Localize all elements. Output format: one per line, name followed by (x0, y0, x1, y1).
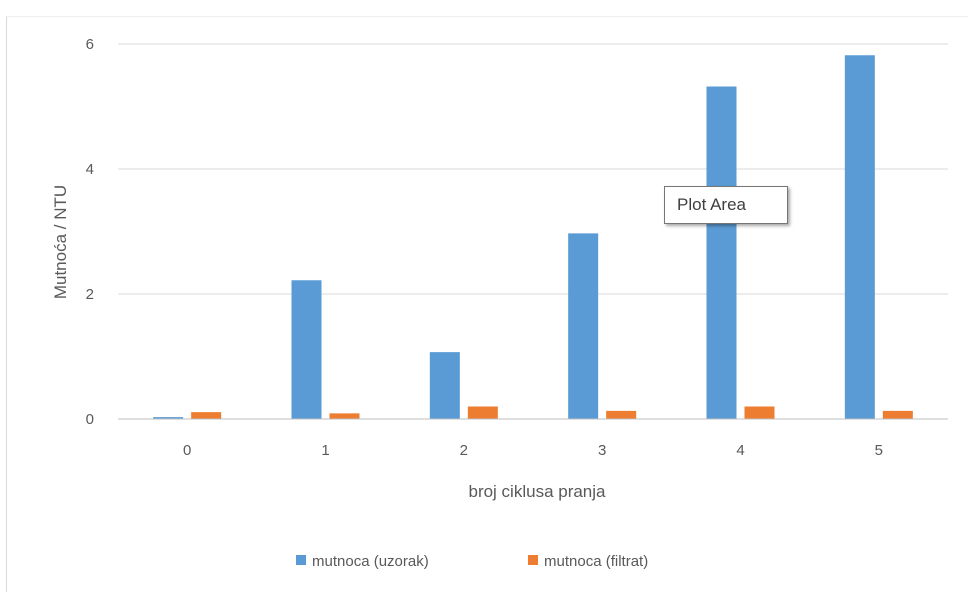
x-tick-label: 1 (321, 442, 329, 459)
x-axis-ticks: 0 1 2 3 4 5 (183, 442, 883, 459)
bar-uzorak-1[interactable] (291, 280, 322, 419)
bar-filtrat-0[interactable] (191, 412, 222, 419)
x-tick-label: 0 (183, 442, 191, 459)
x-tick-label: 5 (875, 442, 883, 459)
y-tick-label: 2 (86, 286, 94, 303)
legend-label: mutnoca (uzorak) (312, 553, 429, 570)
legend: mutnoca (uzorak) mutnoca (filtrat) (296, 553, 648, 570)
legend-swatch (528, 555, 538, 565)
legend-label: mutnoca (filtrat) (544, 553, 648, 570)
chart-frame (6, 16, 968, 592)
legend-swatch (296, 555, 306, 565)
bar-filtrat-4[interactable] (744, 406, 775, 420)
y-tick-label: 6 (86, 36, 94, 53)
bar-uzorak-0[interactable] (153, 417, 184, 419)
bar-uzorak-4[interactable] (706, 86, 737, 420)
bar-filtrat-1[interactable] (329, 413, 360, 419)
bar-filtrat-5[interactable] (882, 410, 913, 419)
x-tick-label: 4 (736, 442, 744, 459)
bar-filtrat-2[interactable] (467, 406, 498, 420)
bar-uzorak-3[interactable] (568, 233, 599, 419)
y-tick-label: 0 (86, 411, 94, 428)
x-tick-label: 3 (598, 442, 606, 459)
gridlines (118, 43, 948, 295)
x-tick-label: 2 (460, 442, 468, 459)
bar-filtrat-3[interactable] (606, 410, 637, 419)
bar-uzorak-5[interactable] (844, 55, 875, 419)
y-tick-label: 4 (86, 161, 94, 178)
plot-area-tooltip: Plot Area (664, 186, 788, 224)
bars[interactable] (153, 55, 913, 419)
y-axis-title: Mutnoća / NTU (51, 185, 70, 299)
x-axis-title: broj ciklusa pranja (468, 482, 606, 501)
bar-uzorak-2[interactable] (429, 352, 460, 419)
y-axis-ticks: 0 2 4 6 (86, 36, 94, 428)
